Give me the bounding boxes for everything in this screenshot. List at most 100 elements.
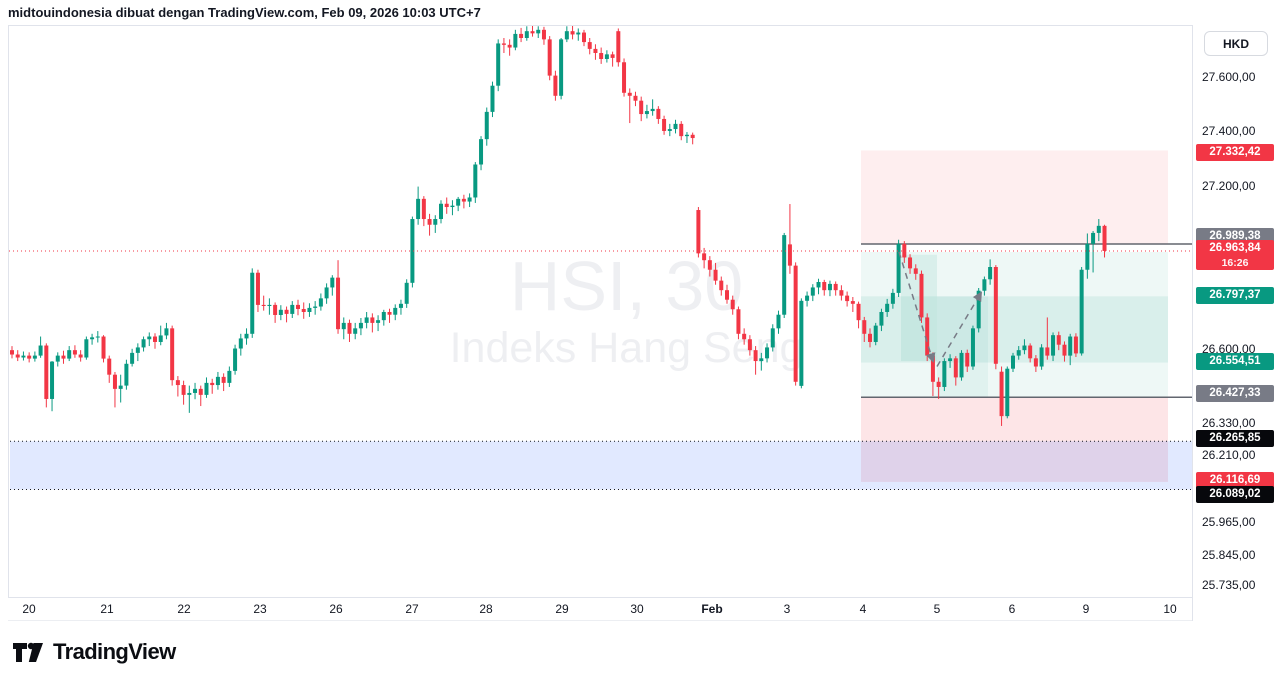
- candle-body: [1016, 350, 1021, 356]
- candle-body: [930, 355, 935, 382]
- candle-body: [1091, 232, 1096, 244]
- price-axis[interactable]: HKD 27.600,00 27.400,00 27.200,00 26.600,00…: [1192, 25, 1281, 621]
- candle-body: [787, 244, 792, 266]
- chart-pane[interactable]: HSI, 30 Indeks Hang Seng: [8, 25, 1193, 598]
- candle-body: [564, 31, 569, 40]
- time-tick: 21: [100, 602, 114, 616]
- tradingview-logo[interactable]: TradingView: [12, 636, 176, 668]
- candle-body: [890, 292, 895, 304]
- stop-zone[interactable]: [861, 397, 1168, 482]
- candle-body: [530, 31, 535, 34]
- candle-body: [473, 164, 478, 198]
- candle-body: [124, 363, 129, 386]
- candle-body: [461, 198, 466, 202]
- candle-body: [679, 123, 684, 137]
- demand-zone-mid[interactable]: [861, 296, 1168, 363]
- candle-body: [553, 75, 558, 96]
- price-tick: 26.210,00: [1202, 448, 1256, 463]
- trend-arrow-1[interactable]: [898, 251, 936, 363]
- candle-body: [782, 235, 787, 315]
- time-tick: 5: [933, 602, 941, 616]
- candle-body: [496, 43, 501, 86]
- price-level-badge: 27.332,42: [1196, 143, 1274, 161]
- candle-body: [1051, 335, 1056, 356]
- candle-body: [1005, 368, 1010, 417]
- candle-body: [959, 352, 964, 378]
- candle-body: [410, 219, 415, 283]
- candle-body: [501, 43, 506, 45]
- candle-body: [885, 303, 890, 312]
- candle-body: [479, 139, 484, 165]
- candle-body: [1096, 225, 1101, 233]
- candle-body: [193, 388, 198, 393]
- candle-body: [639, 100, 644, 115]
- trend-arrow-2[interactable]: [936, 291, 983, 367]
- attribution-text: midtouindonesia dibuat dengan TradingVie…: [8, 5, 481, 20]
- candle-body: [850, 301, 855, 304]
- price-badge-value: 26.963,84: [1209, 241, 1261, 254]
- candle-body: [273, 304, 278, 315]
- candle-body: [816, 281, 821, 288]
- candle-body: [427, 219, 432, 225]
- candle-body: [353, 328, 358, 334]
- time-tick: 10: [1163, 602, 1177, 616]
- candle-body: [1056, 335, 1061, 345]
- candles: [10, 26, 1107, 426]
- candle-body: [713, 269, 718, 281]
- time-tick: Feb: [701, 602, 723, 616]
- candle-body: [570, 31, 575, 35]
- candle-body: [988, 267, 993, 280]
- candle-body: [822, 281, 827, 291]
- candle-body: [993, 267, 998, 364]
- candle-body: [805, 295, 810, 301]
- candle-body: [387, 311, 392, 315]
- candle-body: [318, 298, 323, 307]
- candle-body: [965, 352, 970, 367]
- candle-body: [982, 279, 987, 291]
- candle-body: [135, 347, 140, 353]
- candle-body: [32, 355, 37, 359]
- candle-body: [513, 33, 518, 48]
- demand-zone-outer[interactable]: [861, 252, 1168, 398]
- candle-body: [72, 350, 77, 355]
- price-tick: 25.845,00: [1202, 547, 1256, 562]
- tradingview-logo-text: TradingView: [53, 639, 176, 664]
- target-band[interactable]: [10, 441, 1193, 490]
- currency-button[interactable]: HKD: [1204, 31, 1268, 56]
- candle-body: [587, 42, 592, 49]
- demand-sub-box-a[interactable]: [901, 254, 937, 362]
- candle-body: [393, 307, 398, 315]
- time-tick: 23: [253, 602, 267, 616]
- candle-body: [341, 322, 346, 330]
- candle-body: [290, 304, 295, 314]
- candle-body: [953, 358, 958, 378]
- candle-body: [913, 268, 918, 274]
- price-tick: 25.965,00: [1202, 515, 1256, 530]
- candle-body: [919, 273, 924, 318]
- price-level-badge: 26.089,02: [1196, 485, 1274, 503]
- candle-body: [1039, 347, 1044, 367]
- time-axis[interactable]: 20 21 22 23 26 27 28 29 30 Feb 3 4 5 6 9 10: [8, 597, 1192, 621]
- candle-body: [644, 111, 649, 115]
- last-price-badge: 26.963,84 16:26: [1196, 239, 1274, 270]
- time-tick: 26: [329, 602, 343, 616]
- candle-body: [398, 303, 403, 308]
- candle-body: [576, 32, 581, 35]
- candle-body: [490, 85, 495, 112]
- candle-body: [187, 392, 192, 395]
- candle-body: [1011, 355, 1015, 369]
- candle-body: [519, 33, 524, 38]
- candle-body: [719, 280, 724, 291]
- candle-body: [170, 328, 175, 381]
- candle-body: [776, 314, 781, 329]
- candle-body: [1085, 243, 1090, 270]
- candlestick-plot[interactable]: [9, 26, 1193, 598]
- candle-body: [793, 265, 798, 382]
- candle-body: [221, 376, 226, 383]
- supply-zone[interactable]: [861, 150, 1168, 244]
- candle-body: [421, 198, 426, 220]
- candle-body: [1102, 225, 1107, 251]
- price-tick: 25.735,00: [1202, 577, 1256, 592]
- candle-body: [456, 198, 461, 206]
- time-tick: 9: [1082, 602, 1090, 616]
